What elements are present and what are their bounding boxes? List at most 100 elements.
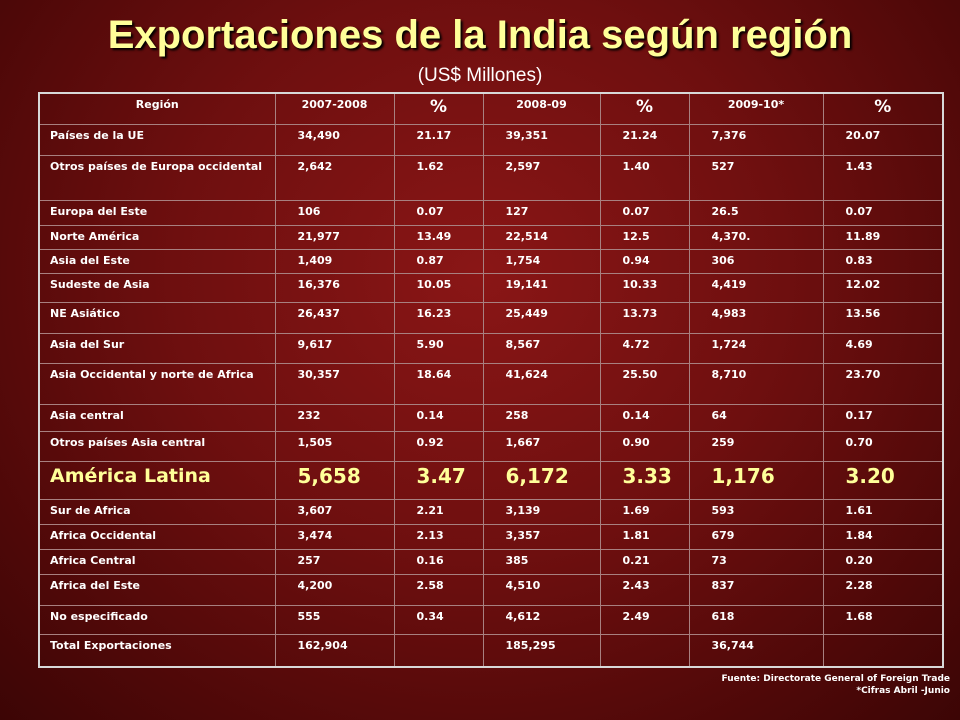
cell-value-2009-10: 679 bbox=[688, 524, 824, 550]
cell-pct-2009-10: 4.69 bbox=[822, 333, 944, 364]
header-2007-2008: 2007-2008 bbox=[274, 92, 395, 125]
footer-note: *Cifras Abril -Junio bbox=[856, 686, 950, 696]
cell-pct-2009-10: 0.07 bbox=[822, 200, 944, 226]
cell-value-2008-09: 4,612 bbox=[482, 605, 601, 635]
table-row: Asia del Este 1,409 0.87 1,754 0.94 306 0.83 bbox=[38, 248, 944, 275]
table-row: Total Exportaciones 162,904 185,295 36,744 bbox=[38, 633, 944, 668]
cell-value-2007-2008: 34,490 bbox=[274, 123, 395, 157]
cell-pct-2008-09: 1.69 bbox=[599, 498, 690, 526]
cell-value-2009-10: 26.5 bbox=[688, 200, 824, 226]
header-pct-2008-09: % bbox=[599, 92, 690, 125]
cell-value-2009-10: 837 bbox=[688, 573, 824, 607]
slide-title: Exportaciones de la India según región bbox=[107, 13, 853, 57]
cell-value-2008-09: 3,357 bbox=[482, 524, 601, 550]
cell-value-2007-2008: 9,617 bbox=[274, 333, 395, 364]
cell-pct-2008-09: 4.72 bbox=[599, 333, 690, 364]
table-row: Europa del Este 106 0.07 127 0.07 26.5 0.07 bbox=[38, 200, 944, 226]
cell-pct-2009-10: 12.02 bbox=[822, 273, 944, 303]
table-row: Sudeste de Asia 16,376 10.05 19,141 10.33 4,4… bbox=[38, 273, 944, 303]
cell-pct-2007-2008: 2.58 bbox=[393, 573, 484, 607]
cell-value-2009-10: 64 bbox=[688, 404, 824, 432]
cell-value-2009-10: 1,176 bbox=[688, 461, 824, 500]
cell-value-2008-09: 385 bbox=[482, 548, 601, 575]
cell-pct-2007-2008: 3.47 bbox=[393, 461, 484, 500]
cell-pct-2009-10: 1.43 bbox=[822, 155, 944, 202]
table-row: Países de la UE 34,490 21.17 39,351 21.24 7,3… bbox=[38, 123, 944, 157]
cell-value-2008-09: 1,667 bbox=[482, 430, 601, 463]
cell-region: Otros países de Europa occidental bbox=[38, 155, 276, 202]
cell-pct-2007-2008 bbox=[393, 633, 484, 668]
header-2009-10: 2009-10* bbox=[688, 92, 824, 125]
cell-value-2009-10: 1,724 bbox=[688, 333, 824, 364]
cell-value-2009-10: 8,710 bbox=[688, 362, 824, 406]
cell-value-2008-09: 3,139 bbox=[482, 498, 601, 526]
cell-pct-2009-10: 1.68 bbox=[822, 605, 944, 635]
cell-pct-2008-09: 2.43 bbox=[599, 573, 690, 607]
cell-region: Africa Central bbox=[38, 548, 276, 575]
table-row: Otros países de Europa occidental 2,642 1.… bbox=[38, 155, 944, 202]
cell-pct-2008-09: 1.81 bbox=[599, 524, 690, 550]
cell-pct-2007-2008: 0.16 bbox=[393, 548, 484, 575]
cell-pct-2008-09: 25.50 bbox=[599, 362, 690, 406]
cell-value-2007-2008: 16,376 bbox=[274, 273, 395, 303]
cell-pct-2007-2008: 0.14 bbox=[393, 404, 484, 432]
table-row: Asia central 232 0.14 258 0.14 64 0.17 bbox=[38, 404, 944, 432]
cell-value-2008-09: 22,514 bbox=[482, 224, 601, 250]
cell-value-2008-09: 185,295 bbox=[482, 633, 601, 668]
cell-pct-2007-2008: 0.07 bbox=[393, 200, 484, 226]
cell-pct-2009-10: 3.20 bbox=[822, 461, 944, 500]
header-2008-09: 2008-09 bbox=[482, 92, 601, 125]
footer-source: Fuente: Directorate General of Foreign T… bbox=[721, 674, 950, 684]
table-row: Asia Occidental y norte de Africa 30,357 1… bbox=[38, 362, 944, 406]
cell-value-2007-2008: 3,474 bbox=[274, 524, 395, 550]
cell-region: Países de la UE bbox=[38, 123, 276, 157]
table-row: Norte América 21,977 13.49 22,514 12.5 4,370.… bbox=[38, 224, 944, 250]
cell-value-2009-10: 4,983 bbox=[688, 301, 824, 335]
cell-pct-2009-10: 1.84 bbox=[822, 524, 944, 550]
cell-pct-2009-10: 23.70 bbox=[822, 362, 944, 406]
cell-pct-2008-09: 12.5 bbox=[599, 224, 690, 250]
cell-pct-2008-09: 2.49 bbox=[599, 605, 690, 635]
cell-pct-2008-09: 0.90 bbox=[599, 430, 690, 463]
table-header-row: Región 2007-2008 % 2008-09 % 2009-10* % bbox=[38, 92, 944, 125]
header-region: Región bbox=[38, 92, 276, 125]
cell-pct-2007-2008: 2.21 bbox=[393, 498, 484, 526]
cell-region: Asia Occidental y norte de Africa bbox=[38, 362, 276, 406]
cell-pct-2008-09: 0.07 bbox=[599, 200, 690, 226]
cell-pct-2007-2008: 5.90 bbox=[393, 333, 484, 364]
cell-value-2008-09: 19,141 bbox=[482, 273, 601, 303]
slide-subtitle: (US$ Millones) bbox=[417, 65, 543, 86]
table-row: Africa Occidental 3,474 2.13 3,357 1.81 679 1.… bbox=[38, 524, 944, 550]
cell-pct-2009-10 bbox=[822, 633, 944, 668]
table-row: No especificado 555 0.34 4,612 2.49 618 1.68 bbox=[38, 605, 944, 635]
footer-notes: Fuente: Directorate General of Foreign T… bbox=[722, 673, 950, 697]
cell-value-2009-10: 527 bbox=[688, 155, 824, 202]
table-body: Países de la UE 34,490 21.17 39,351 21.24 7,3… bbox=[38, 123, 944, 668]
cell-value-2007-2008: 555 bbox=[274, 605, 395, 635]
cell-value-2008-09: 25,449 bbox=[482, 301, 601, 335]
cell-pct-2009-10: 2.28 bbox=[822, 573, 944, 607]
cell-value-2007-2008: 2,642 bbox=[274, 155, 395, 202]
cell-value-2007-2008: 257 bbox=[274, 548, 395, 575]
cell-value-2007-2008: 26,437 bbox=[274, 301, 395, 335]
cell-pct-2007-2008: 2.13 bbox=[393, 524, 484, 550]
cell-value-2007-2008: 162,904 bbox=[274, 633, 395, 668]
cell-pct-2008-09: 21.24 bbox=[599, 123, 690, 157]
cell-value-2009-10: 36,744 bbox=[688, 633, 824, 668]
cell-value-2008-09: 1,754 bbox=[482, 248, 601, 275]
header-pct-2007-2008: % bbox=[393, 92, 484, 125]
cell-pct-2007-2008: 21.17 bbox=[393, 123, 484, 157]
cell-pct-2007-2008: 10.05 bbox=[393, 273, 484, 303]
exports-table: Región 2007-2008 % 2008-09 % 2009-10* % … bbox=[38, 92, 944, 668]
cell-value-2008-09: 41,624 bbox=[482, 362, 601, 406]
cell-region: Otros países Asia central bbox=[38, 430, 276, 463]
cell-pct-2009-10: 0.70 bbox=[822, 430, 944, 463]
cell-region: América Latina bbox=[38, 461, 276, 500]
cell-pct-2008-09: 13.73 bbox=[599, 301, 690, 335]
cell-pct-2007-2008: 0.92 bbox=[393, 430, 484, 463]
cell-value-2009-10: 259 bbox=[688, 430, 824, 463]
cell-pct-2008-09: 0.14 bbox=[599, 404, 690, 432]
table-row: NE Asiático 26,437 16.23 25,449 13.73 4,983 13… bbox=[38, 301, 944, 335]
cell-value-2009-10: 593 bbox=[688, 498, 824, 526]
cell-value-2009-10: 306 bbox=[688, 248, 824, 275]
